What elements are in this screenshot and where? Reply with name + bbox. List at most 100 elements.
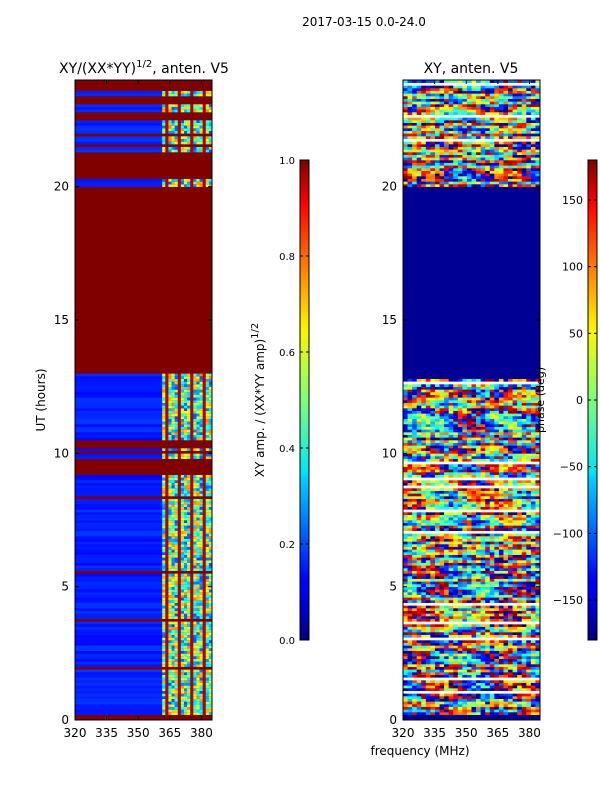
phase-heatmap-cell <box>425 608 431 611</box>
phase-heatmap-cell <box>425 533 431 537</box>
phase-heatmap-cell <box>439 586 445 590</box>
amp-heatmap-cell <box>193 597 197 601</box>
amp-heatmap-cell <box>165 669 169 673</box>
amp-heatmap-cell <box>193 381 197 385</box>
amp-heatmap-cell <box>165 389 169 393</box>
phase-heatmap-cell <box>403 578 408 582</box>
amp-heatmap-cell <box>205 562 210 566</box>
amp-heatmap-cell <box>165 480 169 483</box>
phase-heatmap-cell <box>494 698 500 702</box>
phase-heatmap-cell <box>425 653 431 657</box>
amp-heatmap-cell <box>174 93 179 97</box>
amp-heatmap-row <box>75 122 212 126</box>
amp-heatmap-cell <box>196 712 200 715</box>
amp-heatmap-cell <box>165 640 169 643</box>
phase-heatmap-cell <box>489 576 495 579</box>
phase-heatmap-cell <box>485 712 491 715</box>
amp-heatmap-cell <box>199 381 203 385</box>
phase-heatmap-cell <box>403 552 408 555</box>
amp-heatmap-cell <box>193 533 197 537</box>
amp-heatmap-cell <box>196 530 200 534</box>
amp-heatmap-cell <box>193 586 197 590</box>
phase-heatmap-cell <box>439 501 445 505</box>
amp-heatmap-cell <box>187 437 191 441</box>
phase-heatmap-cell <box>480 624 486 627</box>
amp-heatmap-cell <box>196 517 200 521</box>
phase-heatmap-cell <box>485 666 491 670</box>
amp-heatmap-cell <box>162 589 166 593</box>
phase-heatmap-cell <box>508 480 513 483</box>
phase-heatmap-cell <box>425 501 431 505</box>
amp-heatmap-row <box>75 146 212 150</box>
phase-heatmap-cell <box>416 698 422 702</box>
amp-heatmap-row <box>75 200 212 203</box>
phase-heatmap-cell <box>480 541 486 545</box>
amp-heatmap-cell <box>180 488 185 491</box>
amp-heatmap-cell <box>202 416 207 419</box>
amp-heatmap-cell <box>199 104 203 107</box>
amp-heatmap-cell <box>205 477 210 481</box>
phase-heatmap-cell <box>462 709 468 713</box>
amp-heatmap-cell <box>187 605 191 609</box>
phase-heatmap-cell <box>407 624 413 627</box>
amp-heatmap-cell <box>162 664 166 667</box>
phase-heatmap-cell <box>480 672 486 675</box>
phase-heatmap-cell <box>466 504 472 507</box>
phase-heatmap-cell <box>462 504 468 507</box>
phase-heatmap-cell <box>430 562 436 566</box>
amp-heatmap-cell <box>165 432 169 435</box>
phase-heatmap-cell <box>434 520 440 523</box>
phase-heatmap-cell <box>530 632 536 635</box>
amp-heatmap-cell <box>168 408 172 411</box>
phase-heatmap-cell <box>489 488 495 491</box>
amp-heatmap-cell <box>196 709 200 713</box>
phase-heatmap-cell <box>498 669 504 673</box>
phase-heatmap-cell <box>498 506 504 510</box>
amp-heatmap-cell <box>162 584 166 587</box>
amp-heatmap-cell <box>174 658 179 662</box>
phase-heatmap-cell <box>444 626 449 630</box>
amp-heatmap-cell <box>177 546 182 550</box>
phase-heatmap-cell <box>517 672 523 675</box>
phase-heatmap-cell <box>489 589 495 593</box>
phase-heatmap-cell <box>448 650 454 654</box>
phase-heatmap-cell <box>489 480 495 483</box>
amp-heatmap-cell <box>190 421 194 425</box>
phase-heatmap-cell <box>471 709 477 713</box>
phase-heatmap-cell <box>448 482 454 486</box>
phase-heatmap-cell <box>503 525 509 529</box>
phase-heatmap-cell <box>526 704 532 707</box>
phase-heatmap-cell <box>517 666 523 670</box>
phase-heatmap-cell <box>535 576 540 579</box>
phase-heatmap-cell <box>407 613 413 617</box>
amp-heatmap-cell <box>165 122 169 126</box>
amp-heatmap-cell <box>174 408 179 411</box>
phase-heatmap-cell <box>471 613 477 617</box>
amp-heatmap-cell <box>180 690 185 694</box>
amp-heatmap-cell <box>162 394 166 398</box>
phase-heatmap-cell <box>466 525 472 529</box>
amp-heatmap-cell <box>162 544 166 547</box>
amp-heatmap-cell <box>205 640 210 643</box>
phase-heatmap-cell <box>471 482 477 486</box>
amp-heatmap-cell <box>205 672 210 675</box>
amp-heatmap-cell <box>168 525 172 529</box>
amp-heatmap-cell <box>193 661 197 665</box>
phase-heatmap-cell <box>471 698 477 702</box>
phase-heatmap-cell <box>512 632 518 635</box>
phase-heatmap-cell <box>530 549 536 553</box>
phase-heatmap-cell <box>416 546 422 550</box>
phase-heatmap-cell <box>412 554 417 558</box>
amp-heatmap-cell <box>208 421 212 425</box>
phase-heatmap-cell <box>430 661 436 665</box>
figure-suptitle: 2017-03-15 0.0-24.0 <box>302 15 426 29</box>
phase-heatmap-cell <box>480 616 486 619</box>
phase-heatmap-cell <box>439 568 445 571</box>
amp-heatmap-cell <box>196 109 200 113</box>
phase-heatmap-cell <box>430 536 436 539</box>
amp-heatmap-cell <box>199 416 203 419</box>
phase-heatmap-cell <box>453 648 459 651</box>
amp-heatmap-cell <box>162 432 166 435</box>
phase-heatmap-cell <box>430 696 436 699</box>
phase-heatmap-cell <box>503 674 509 678</box>
